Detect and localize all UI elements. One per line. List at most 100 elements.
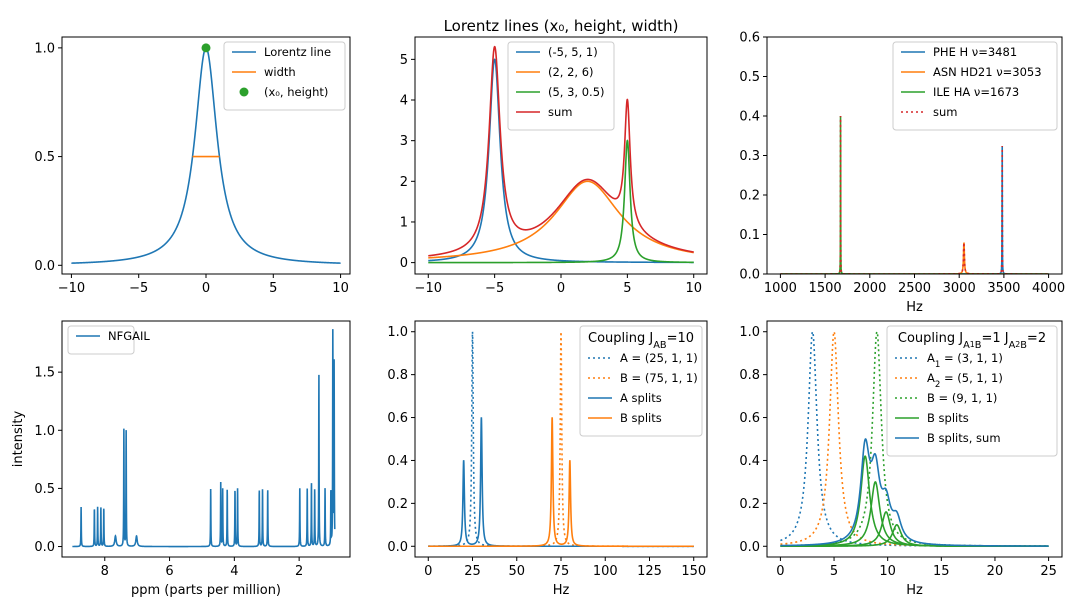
x-axis-label: Hz [906,300,923,315]
x-tick-label: 4000 [1032,281,1065,296]
legend-label: (x₀, height) [264,85,328,99]
legend-title: Coupling JA1B=1 JA2B=2 [898,331,1046,351]
legend-label: (-5, 5, 1) [548,45,598,59]
y-tick-label: 0.3 [739,149,760,164]
y-axis-label: intensity [11,411,26,468]
axes-frame [766,320,1063,558]
x-tick-label: 10 [685,281,702,296]
legend-label: (2, 2, 6) [548,65,594,79]
x-tick-label: 2000 [853,281,886,296]
legend-label: sum [933,105,957,119]
x-tick-label: 8 [101,564,109,579]
x-tick-label: 5 [830,564,838,579]
x-tick-label: 2500 [898,281,931,296]
y-tick-label: 0.2 [739,497,760,512]
y-tick-label: 0.4 [387,454,408,469]
y-tick-label: 0.0 [739,540,760,555]
legend-label: B = (75, 1, 1) [620,371,698,385]
axes-frame [61,320,351,558]
series-a-splits-line [428,417,694,548]
y-tick-label: 0.5 [739,70,760,85]
series-phe-h-3481-line [780,146,1049,274]
series-ile-ha-1673-line [780,115,1049,274]
y-tick-label: 0.0 [739,268,760,283]
legend: Coupling JA1B=1 JA2B=2A1 = (3, 1, 1)A2 =… [886,325,1058,457]
y-tick-label: 4 [400,94,408,109]
x-tick-label: 125 [637,564,662,579]
x-tick-label: 6 [165,564,173,579]
panel-top-right: 1000 1500 2000 2500 3000 3500 4000 0.0 0.1 0.2 0.3… [739,31,1065,316]
y-tick-label: 1.0 [739,325,760,340]
x-tick-label: 75 [553,564,570,579]
x-tick-label: 25 [464,564,481,579]
legend: NFGAIL [67,325,150,355]
series-b-splits-sum-line [780,438,1049,547]
x-tick-label: 20 [987,564,1004,579]
series-b-splits-line [428,417,694,548]
chart-title: Lorentz lines (x₀, height, width) [444,17,679,35]
legend: (-5, 5, 1) (2, 2, 6) (5, 3, 0.5) sum [507,41,615,131]
legend-label: A splits [620,391,662,405]
legend-label: NFGAIL [108,329,150,343]
y-tick-label: 5 [400,53,408,68]
legend-label: ILE HA ν=1673 [933,85,1019,99]
legend-label: A1 = (3, 1, 1) [927,351,1003,370]
x-tick-label: 25 [1040,564,1057,579]
x-tick-label: 0 [776,564,784,579]
x-tick-label: 0 [202,281,210,296]
x-tick-label: 3500 [987,281,1020,296]
panel-top-middle: −10 −5 0 5 10 0 1 2 3 4 5 Lorentz lines (x₀, height… [400,17,708,296]
legend-label: B splits [620,411,662,425]
x-tick-label: 4 [230,564,238,579]
y-tick-label: 0.4 [739,110,760,125]
y-tick-label: 1.0 [34,424,55,439]
series--2-2-6--line [428,180,694,259]
legend-marker [239,87,249,97]
x-tick-label: −10 [58,281,85,296]
legend-label: Lorentz line [264,45,331,59]
x-tick-label: 0 [557,281,565,296]
panel-top-left: −10 −5 0 5 10 0.0 0.5 1.0 Lorentz line width (x₀, … [34,36,351,296]
y-tick-label: 0.4 [739,454,760,469]
x-tick-label: −5 [129,281,148,296]
y-tick-label: 0.6 [739,31,760,46]
legend: Coupling JAB=10A = (25, 1, 1) B = (75, 1,… [579,325,703,437]
x-tick-label: 50 [508,564,525,579]
series-b-splits-line [780,455,1049,547]
y-tick-label: 0.5 [34,150,55,165]
y-tick-label: 1.0 [387,325,408,340]
y-tick-label: 0.5 [34,482,55,497]
y-tick-label: 3 [400,134,408,149]
y-tick-label: 0.6 [387,411,408,426]
y-tick-label: 1.0 [34,41,55,56]
peak-point [201,43,211,53]
y-tick-label: 0.0 [34,259,55,274]
legend-label: PHE H ν=3481 [933,45,1017,59]
x-tick-label: 10 [879,564,896,579]
series-asn-hd21-3053-line [780,242,1049,274]
y-tick-label: 0 [400,256,408,271]
legend-label: A = (25, 1, 1) [620,351,698,365]
x-tick-label: −10 [415,281,442,296]
y-tick-label: 0.2 [387,497,408,512]
series--5-5-1--line [428,58,694,264]
x-tick-label: 5 [269,281,277,296]
x-tick-label: 3000 [943,281,976,296]
series--5-3-0-5--line [428,139,694,264]
legend-label: sum [548,105,572,119]
panel-bottom-right: 0 5 10 15 20 25 0.0 0.2 0.4 0.6 0.8 1.0 Hz Coupling J… [739,320,1063,598]
y-tick-label: 0.0 [34,540,55,555]
panel-bottom-left: 8 6 4 2 0.0 0.5 1.0 1.5 ppm (parts per million) i… [11,320,351,598]
x-tick-label: 100 [593,564,618,579]
y-tick-label: 0.8 [387,368,408,383]
x-tick-label: 2 [295,564,303,579]
legend-label: B splits [927,411,969,425]
x-axis-label: ppm (parts per million) [131,583,281,598]
x-tick-label: 5 [623,281,631,296]
y-tick-label: 0.8 [739,368,760,383]
panel-bottom-middle: 0 25 50 75 100 125 150 0.0 0.2 0.4 0.6 0.8 1.0 Hz Coup… [387,320,708,598]
legend-label: B splits, sum [927,431,1001,445]
x-tick-label: 1500 [809,281,842,296]
x-tick-label: 0 [424,564,432,579]
